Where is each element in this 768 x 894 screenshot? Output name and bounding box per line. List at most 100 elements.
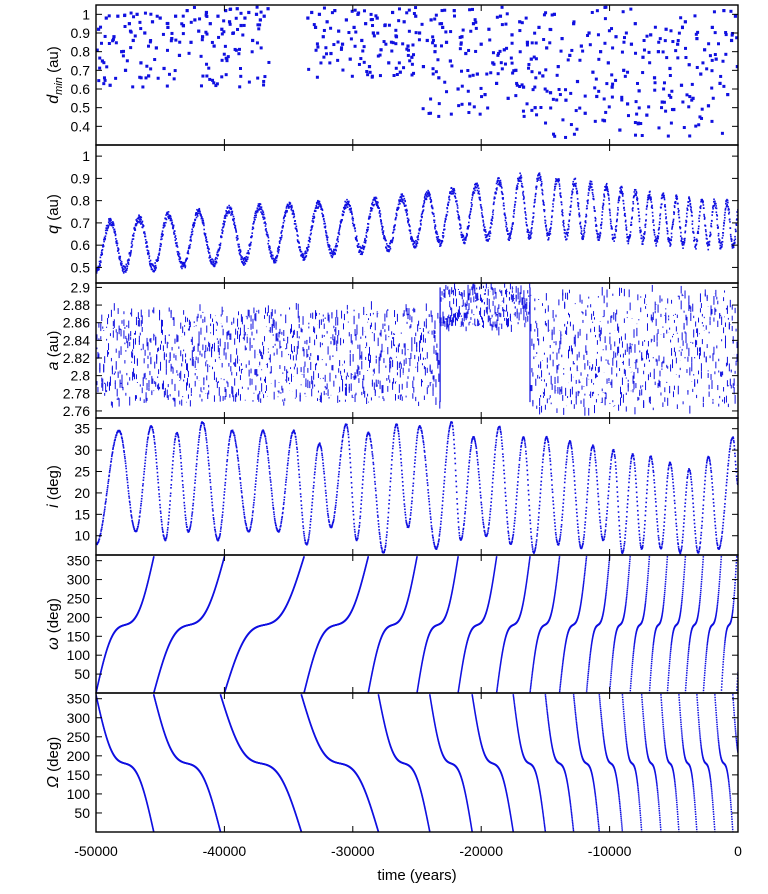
q-point <box>176 250 179 253</box>
q-point <box>288 207 290 209</box>
q-point <box>196 212 199 214</box>
q-point <box>517 178 520 181</box>
q-point <box>635 192 638 194</box>
q-point <box>529 236 532 239</box>
q-point <box>364 237 366 240</box>
dmin-point <box>569 91 573 95</box>
q-point <box>107 225 110 227</box>
q-point <box>203 228 205 231</box>
q-point <box>476 189 479 192</box>
q-point <box>224 215 226 218</box>
q-point <box>137 216 140 219</box>
q-point <box>170 217 172 220</box>
q-point <box>593 198 595 201</box>
q-point <box>491 219 493 222</box>
q-point <box>108 222 111 225</box>
q-point <box>596 230 598 232</box>
q-point <box>134 223 137 225</box>
dmin-point <box>545 89 549 93</box>
q-point <box>187 252 190 255</box>
q-point <box>580 232 582 234</box>
dmin-point <box>405 47 409 51</box>
dmin-point <box>407 8 411 12</box>
dmin-point <box>165 48 169 52</box>
q-point <box>371 201 374 204</box>
q-point <box>579 221 582 224</box>
q-point <box>129 252 132 255</box>
dmin-point <box>534 57 538 61</box>
dmin-point <box>518 50 522 54</box>
q-point <box>330 252 332 255</box>
q-point <box>192 222 195 224</box>
q-point <box>564 236 567 238</box>
q-point <box>689 205 692 208</box>
dmin-point <box>521 109 525 113</box>
dmin-point <box>387 23 391 27</box>
dmin-point <box>238 85 242 89</box>
q-point <box>196 215 199 217</box>
q-point <box>620 185 623 188</box>
q-point <box>128 259 130 262</box>
q-point <box>288 205 291 208</box>
q-point <box>270 255 272 258</box>
q-point <box>296 234 299 236</box>
dmin-point <box>174 14 178 18</box>
q-point <box>691 227 694 230</box>
q-point <box>103 240 105 243</box>
q-point <box>334 246 337 248</box>
dmin-point <box>431 38 435 42</box>
q-point <box>655 245 658 247</box>
q-point <box>219 246 221 249</box>
q-point <box>507 233 510 235</box>
q-point <box>115 238 117 240</box>
q-point <box>658 228 660 230</box>
q-point <box>632 202 635 205</box>
q-point <box>359 249 361 252</box>
q-point <box>642 235 645 238</box>
q-point <box>259 208 262 211</box>
q-point <box>292 216 295 219</box>
dmin-point <box>336 40 340 44</box>
q-point <box>619 187 621 189</box>
q-point <box>618 195 621 198</box>
q-point <box>104 238 106 241</box>
dmin-point <box>622 40 626 44</box>
dmin-point <box>684 46 688 50</box>
dmin-point <box>662 100 666 104</box>
q-point <box>575 182 577 185</box>
q-point <box>99 260 102 262</box>
q-point <box>433 221 436 224</box>
dmin-point <box>698 115 702 119</box>
q-point <box>718 238 720 240</box>
q-point <box>178 255 180 258</box>
q-point <box>508 236 510 239</box>
q-point <box>498 183 501 185</box>
q-point <box>659 214 661 217</box>
q-point <box>666 227 668 229</box>
dmin-point <box>145 64 149 68</box>
dmin-point <box>243 16 247 20</box>
dmin-point <box>222 19 226 23</box>
q-point <box>258 209 260 211</box>
q-point <box>424 193 427 196</box>
q-point <box>431 207 434 210</box>
q-point <box>514 201 517 203</box>
q-point <box>141 221 143 224</box>
q-point <box>669 241 671 244</box>
dmin-point <box>735 36 738 40</box>
q-point <box>584 220 587 222</box>
q-point <box>607 192 609 195</box>
dmin-point <box>595 9 599 13</box>
dmin-point <box>676 42 680 46</box>
dmin-point <box>605 82 609 86</box>
q-point <box>553 193 555 196</box>
q-point <box>262 213 265 216</box>
q-point <box>590 186 593 188</box>
q-point <box>244 262 247 265</box>
dmin-point <box>407 29 411 33</box>
q-point <box>688 196 690 198</box>
q-point <box>222 223 224 225</box>
q-point <box>644 231 646 233</box>
dmin-point <box>238 47 241 51</box>
